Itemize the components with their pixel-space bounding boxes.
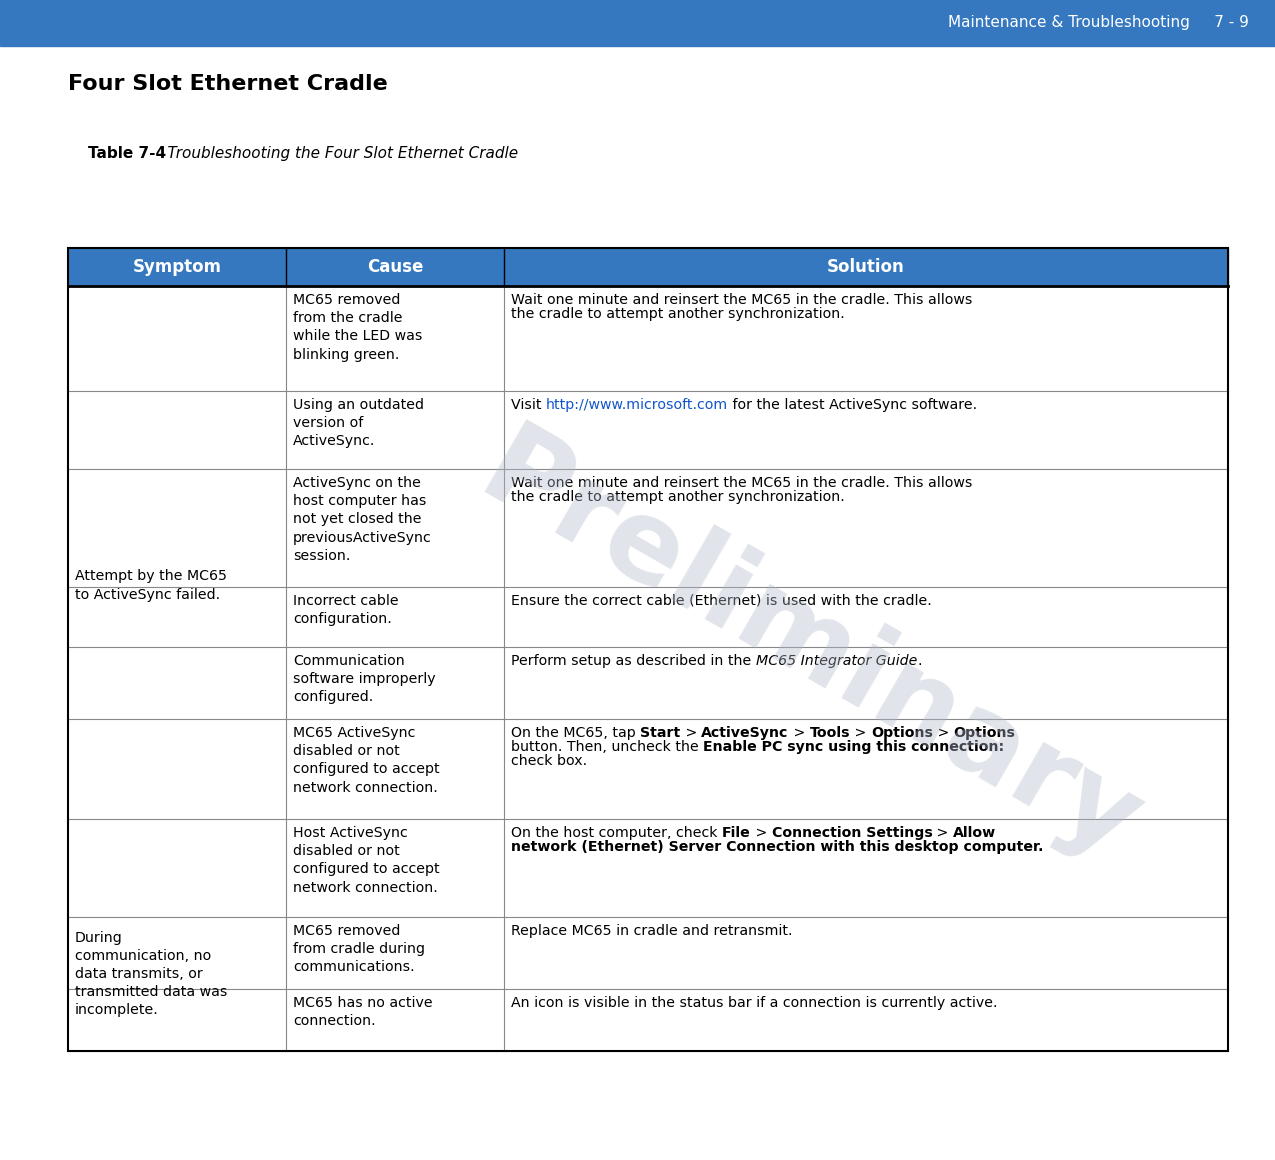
Text: Allow: Allow — [954, 826, 996, 840]
Text: >: > — [932, 826, 954, 840]
Text: button. Then, uncheck the: button. Then, uncheck the — [511, 740, 704, 754]
Text: Ensure the correct cable (Ethernet) is used with the cradle.: Ensure the correct cable (Ethernet) is u… — [511, 594, 932, 608]
Text: Start: Start — [640, 726, 681, 740]
Text: the cradle to attempt another synchronization.: the cradle to attempt another synchroniz… — [511, 490, 845, 505]
Text: >: > — [681, 726, 701, 740]
Text: ActiveSync on the
host computer has
not yet closed the
previousActiveSync
sessio: ActiveSync on the host computer has not … — [293, 476, 432, 563]
Text: ActiveSync: ActiveSync — [701, 726, 789, 740]
Text: Incorrect cable
configuration.: Incorrect cable configuration. — [293, 594, 399, 626]
Text: Table 7-4: Table 7-4 — [88, 146, 166, 161]
Bar — [68, 248, 1228, 287]
Text: >: > — [751, 826, 771, 840]
Text: Troubleshooting the Four Slot Ethernet Cradle: Troubleshooting the Four Slot Ethernet C… — [148, 146, 518, 161]
Text: Options: Options — [871, 726, 932, 740]
Text: Visit: Visit — [511, 398, 546, 412]
Text: MC65 removed
from the cradle
while the LED was
blinking green.: MC65 removed from the cradle while the L… — [293, 293, 422, 362]
Text: On the host computer, check: On the host computer, check — [511, 826, 722, 840]
Text: An icon is visible in the status bar if a connection is currently active.: An icon is visible in the status bar if … — [511, 996, 997, 1010]
Text: During
communication, no
data transmits, or
transmitted data was
incomplete.: During communication, no data transmits,… — [75, 930, 227, 1017]
Text: http://www.microsoft.com: http://www.microsoft.com — [546, 398, 728, 412]
Text: MC65 has no active
connection.: MC65 has no active connection. — [293, 996, 432, 1028]
Text: the cradle to attempt another synchronization.: the cradle to attempt another synchroniz… — [511, 307, 845, 321]
Text: Wait one minute and reinsert the MC65 in the cradle. This allows: Wait one minute and reinsert the MC65 in… — [511, 476, 973, 490]
Text: Options: Options — [954, 726, 1015, 740]
Text: check box.: check box. — [511, 754, 588, 768]
Text: >: > — [789, 726, 810, 740]
Text: network (Ethernet) Server Connection with this desktop computer.: network (Ethernet) Server Connection wit… — [511, 840, 1044, 854]
Text: Host ActiveSync
disabled or not
configured to accept
network connection.: Host ActiveSync disabled or not configur… — [293, 826, 440, 894]
Text: MC65 removed
from cradle during
communications.: MC65 removed from cradle during communic… — [293, 925, 425, 974]
Text: for the latest ActiveSync software.: for the latest ActiveSync software. — [728, 398, 978, 412]
Text: Symptom: Symptom — [133, 258, 222, 276]
Text: Connection Settings: Connection Settings — [771, 826, 932, 840]
Text: Using an outdated
version of
ActiveSync.: Using an outdated version of ActiveSync. — [293, 398, 425, 449]
Text: Attempt by the MC65
to ActiveSync failed.: Attempt by the MC65 to ActiveSync failed… — [75, 570, 227, 602]
Bar — [0, 0, 1275, 46]
Text: .: . — [917, 654, 922, 668]
Text: On the MC65, tap: On the MC65, tap — [511, 726, 640, 740]
Text: Enable PC sync using this connection:: Enable PC sync using this connection: — [704, 740, 1005, 754]
Text: File: File — [722, 826, 751, 840]
Text: Perform setup as described in the: Perform setup as described in the — [511, 654, 756, 668]
Text: Communication
software improperly
configured.: Communication software improperly config… — [293, 654, 436, 704]
Text: MC65 ActiveSync
disabled or not
configured to accept
network connection.: MC65 ActiveSync disabled or not configur… — [293, 726, 440, 795]
Text: Replace MC65 in cradle and retransmit.: Replace MC65 in cradle and retransmit. — [511, 925, 793, 938]
Text: Tools: Tools — [810, 726, 850, 740]
Text: >: > — [850, 726, 871, 740]
Text: Wait one minute and reinsert the MC65 in the cradle. This allows: Wait one minute and reinsert the MC65 in… — [511, 293, 973, 307]
Text: >: > — [932, 726, 954, 740]
Text: Preliminary: Preliminary — [460, 415, 1159, 884]
Bar — [68, 248, 1228, 1051]
Text: Maintenance & Troubleshooting     7 - 9: Maintenance & Troubleshooting 7 - 9 — [949, 15, 1250, 30]
Text: MC65 Integrator Guide: MC65 Integrator Guide — [756, 654, 917, 668]
Text: Solution: Solution — [827, 258, 905, 276]
Text: Cause: Cause — [367, 258, 423, 276]
Text: Four Slot Ethernet Cradle: Four Slot Ethernet Cradle — [68, 74, 388, 94]
